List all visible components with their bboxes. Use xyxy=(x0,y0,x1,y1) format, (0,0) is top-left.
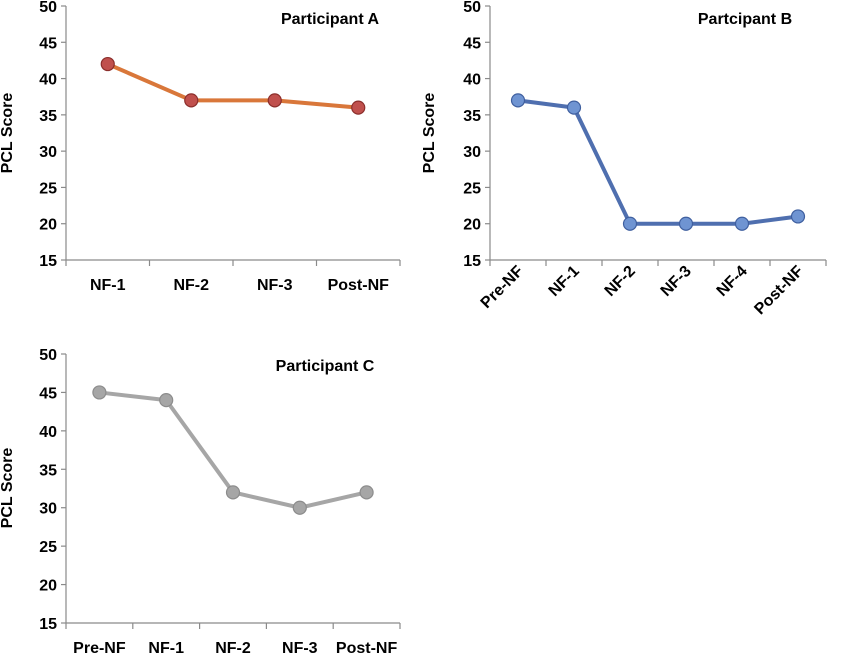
participant-a-chart: 15 20 25 30 35 40 45 50 NF-1 NF-2 NF-3 Post-NF PCL S… xyxy=(0,0,401,294)
participant-c-chart: 15 20 25 30 35 40 45 50 Pre-NF NF-1 NF-2 NF-3 Post-N… xyxy=(0,347,401,655)
x-tick-label: NF-3 xyxy=(257,277,293,294)
x-tick-label: Pre-NF xyxy=(73,640,126,655)
y-tick-label: 20 xyxy=(39,578,57,595)
y-tick-label: 45 xyxy=(39,35,57,52)
data-point xyxy=(267,93,282,108)
y-tick-label: 25 xyxy=(39,180,57,197)
data-point xyxy=(359,485,374,500)
y-tick-label: 15 xyxy=(39,616,57,633)
y-tick-label: 50 xyxy=(39,0,57,16)
chart-title: Participant A xyxy=(281,11,380,28)
y-tick-label: 30 xyxy=(39,144,57,161)
data-point xyxy=(184,93,199,108)
x-tick-label: NF-4 xyxy=(714,263,751,300)
y-tick-label: 40 xyxy=(39,72,57,89)
x-tick-label: Pre-NF xyxy=(478,263,527,312)
chart-title: Partcipant B xyxy=(698,11,792,28)
series-line xyxy=(105,62,361,110)
data-point xyxy=(159,393,174,408)
data-point xyxy=(622,216,638,231)
y-tick-label: 15 xyxy=(39,253,57,270)
data-point xyxy=(292,500,307,515)
chart-title: Participant C xyxy=(276,358,375,375)
x-tick-label: Post-NF xyxy=(328,277,390,294)
y-tick-label: 35 xyxy=(39,462,57,479)
y-tick-label: 25 xyxy=(463,180,481,197)
y-tick-label: 30 xyxy=(39,501,57,518)
data-point xyxy=(100,56,115,72)
x-tick-label: NF-2 xyxy=(173,277,209,294)
data-point xyxy=(678,216,694,231)
x-tick-label: NF-2 xyxy=(602,263,639,300)
y-tick-label: 40 xyxy=(39,424,57,441)
y-tick-label: 45 xyxy=(463,35,481,52)
y-tick-label: 15 xyxy=(463,253,481,270)
data-point xyxy=(510,93,526,108)
data-point xyxy=(225,485,241,500)
y-tick-label: 25 xyxy=(39,539,57,556)
y-tick-label: 50 xyxy=(39,347,57,364)
x-tick-label: Post-NF xyxy=(751,263,807,319)
y-axis-label: PCL Score xyxy=(421,93,438,174)
data-point xyxy=(566,100,582,115)
x-tick-label: NF-3 xyxy=(658,263,695,300)
data-point xyxy=(92,385,107,400)
x-tick-label: NF-1 xyxy=(148,640,184,655)
y-tick-label: 30 xyxy=(463,144,481,161)
participant-b-chart: 15 20 25 30 35 40 45 50 Pre-NF NF-1 NF-2 NF-3 NF-4 Po… xyxy=(421,0,827,319)
data-point xyxy=(790,209,806,224)
y-tick-label: 20 xyxy=(463,217,481,234)
y-tick-label: 50 xyxy=(463,0,481,16)
x-tick-label: Post-NF xyxy=(336,640,398,655)
y-tick-label: 20 xyxy=(39,217,57,234)
y-tick-label: 40 xyxy=(463,72,481,89)
x-tick-label: NF-1 xyxy=(546,263,583,300)
y-axis-label: PCL Score xyxy=(0,93,16,174)
x-tick-label: NF-2 xyxy=(215,640,251,655)
y-tick-label: 45 xyxy=(39,385,57,402)
x-tick-label: NF-1 xyxy=(90,277,126,294)
data-point xyxy=(351,100,366,115)
data-point xyxy=(734,216,750,231)
series-line xyxy=(516,98,800,226)
x-tick-label: NF-3 xyxy=(282,640,318,655)
y-axis-label: PCL Score xyxy=(0,448,16,529)
y-tick-label: 35 xyxy=(463,108,481,125)
y-tick-label: 35 xyxy=(39,108,57,125)
